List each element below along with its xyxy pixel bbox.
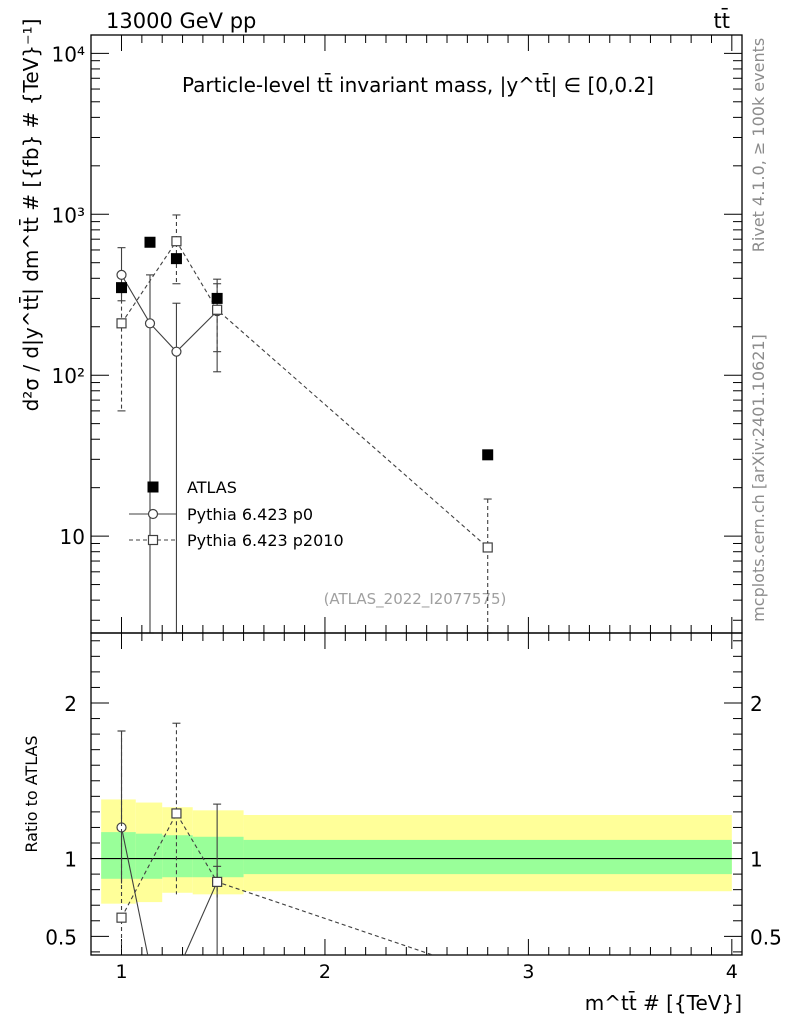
main-panel: 10 10² 10³ 10⁴ Particle-level tt̄ invariant … <box>18 19 743 634</box>
legend-label-2: Pythia 6.423 p2010 <box>187 531 344 550</box>
y-tick-label: 10³ <box>52 203 85 227</box>
y-axis-label: d²σ / d|y^tt̄| dm^tt̄ # [{fb} # {TeV}⁻¹] <box>18 19 43 412</box>
process-label: tt̄ <box>714 8 730 33</box>
ratio-band-inner-4 <box>243 839 732 875</box>
ratio-band-inner-1 <box>135 833 163 879</box>
ratio-y-tick-label-right: 1 <box>750 848 763 872</box>
ratio-y-tick-label: 1 <box>64 848 77 872</box>
y-tick-label: 10² <box>52 364 85 388</box>
ratio-y-tick-label: 0.5 <box>45 925 77 949</box>
data-point <box>116 269 127 280</box>
series-line-1 <box>121 274 218 353</box>
legend-label-0: ATLAS <box>187 478 237 497</box>
y-tick-label: 10⁴ <box>52 42 85 66</box>
ratio-y-tick-label-right: 0.5 <box>750 925 782 949</box>
ratio-y-axis-label: Ratio to ATLAS <box>22 735 41 852</box>
legend-marker-1 <box>147 508 159 520</box>
energy-label: 13000 GeV pp <box>106 9 256 33</box>
ratio-band-inner-3 <box>192 836 244 878</box>
legend-label-1: Pythia 6.423 p0 <box>187 505 313 524</box>
legend-marker-0 <box>147 481 159 493</box>
ratio-line-2 <box>121 812 435 955</box>
x-tick-label: 3 <box>522 961 534 983</box>
x-tick-label: 1 <box>115 961 127 983</box>
data-point <box>212 304 223 315</box>
x-tick-label: 4 <box>726 961 738 983</box>
ratio-line-1 <box>120 827 218 955</box>
ratio-panel: 1 2 3 4 0.5 0.5 1 1 2 2 Ratio to ATLAS m^tt̄ # [{Te… <box>22 632 782 1015</box>
series-line-2 <box>121 240 489 548</box>
rivet-label: Rivet 4.1.0, ≥ 100k events <box>749 38 768 252</box>
ratio-y-tick-label-right: 2 <box>750 692 763 716</box>
data-point <box>171 346 182 357</box>
ratio-frame <box>90 632 743 956</box>
ratio-band-inner-2 <box>162 835 193 878</box>
data-point <box>171 236 182 247</box>
ratio-point <box>116 912 127 923</box>
atlas-point <box>170 253 182 265</box>
legend-marker-2 <box>147 534 159 546</box>
ratio-point <box>171 808 182 819</box>
atlas-point <box>211 292 223 304</box>
ratio-point <box>212 876 223 887</box>
atlas-point <box>482 449 494 461</box>
atlas-point <box>144 236 156 248</box>
atlas-point <box>116 282 128 294</box>
data-point <box>144 318 156 329</box>
x-axis-label: m^tt̄ # [{TeV}] <box>585 990 742 1015</box>
data-point <box>482 542 493 553</box>
y-tick-label: 10 <box>60 525 85 549</box>
ratio-y-tick-label: 2 <box>64 692 77 716</box>
x-tick-label: 2 <box>319 961 331 983</box>
mcplots-label: mcplots.cern.ch [arXiv:2401.10621] <box>749 334 768 622</box>
chart-title: Particle-level tt̄ invariant mass, |y^tt… <box>182 72 654 97</box>
analysis-watermark: (ATLAS_2022_I2077575) <box>324 590 507 609</box>
data-point <box>116 318 127 329</box>
